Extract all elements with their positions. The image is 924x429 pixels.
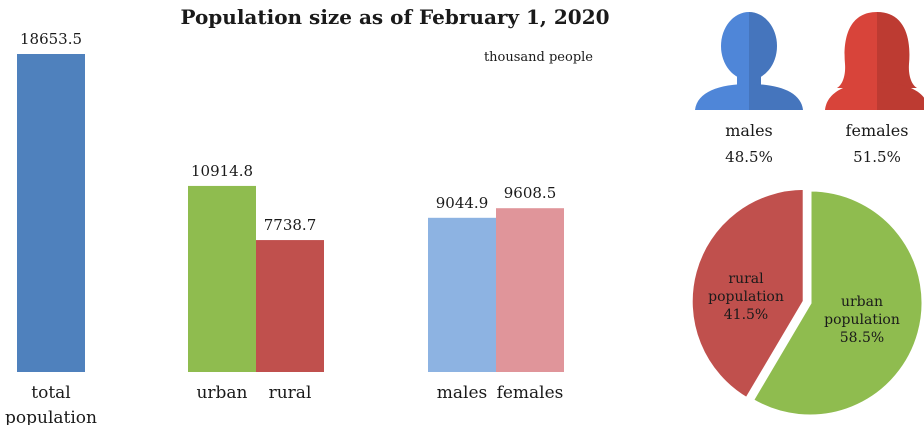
- female-silhouette-icon: [825, 12, 924, 110]
- pie-chart: rural population 41.5% urban population 58.5%: [689, 186, 924, 418]
- category-label-rural: rural: [269, 383, 312, 403]
- sex-percent-males: 48.5%: [725, 148, 773, 166]
- category-label-urban: urban: [196, 383, 247, 403]
- pie-label-urban: urban: [841, 294, 883, 310]
- value-label-total-population: 18653.5: [20, 30, 82, 48]
- pie-label-urban: 58.5%: [840, 330, 884, 346]
- category-label-females: females: [497, 383, 564, 403]
- value-label-rural: 7738.7: [264, 216, 317, 234]
- chart-title: Population size as of February 1, 2020: [180, 5, 609, 29]
- value-label-urban: 10914.8: [191, 162, 253, 180]
- pie-label-urban: population: [824, 312, 900, 328]
- value-label-females: 9608.5: [504, 184, 557, 202]
- pie-slice-rural: [689, 186, 806, 401]
- sex-label-females: females: [846, 121, 909, 140]
- pie-slice-urban: [750, 188, 924, 418]
- pie-label-rural: rural: [728, 271, 764, 287]
- pie-label-rural: 41.5%: [724, 307, 768, 323]
- bar-urban: [188, 185, 256, 372]
- male-silhouette-icon: [695, 12, 803, 110]
- sex-icons: males 48.5% females 51.5%: [695, 12, 924, 166]
- value-label-males: 9044.9: [436, 194, 489, 212]
- bar-males: [428, 217, 496, 372]
- bar-chart: Population size as of February 1, 2020 t…: [5, 5, 610, 428]
- bar-rural: [256, 240, 324, 372]
- category-label-total-population: total: [31, 383, 70, 403]
- bar-total-population: [17, 54, 85, 372]
- sex-label-males: males: [725, 121, 773, 140]
- pie-label-rural: population: [708, 289, 784, 305]
- female-silhouette-icon-shade: [877, 12, 924, 110]
- male-silhouette-icon-shade: [749, 12, 803, 110]
- bar-females: [496, 208, 564, 372]
- unit-label: thousand people: [484, 50, 593, 65]
- sex-percent-females: 51.5%: [853, 148, 901, 166]
- category-label-total-population: population: [5, 408, 97, 425]
- category-label-males: males: [437, 383, 487, 403]
